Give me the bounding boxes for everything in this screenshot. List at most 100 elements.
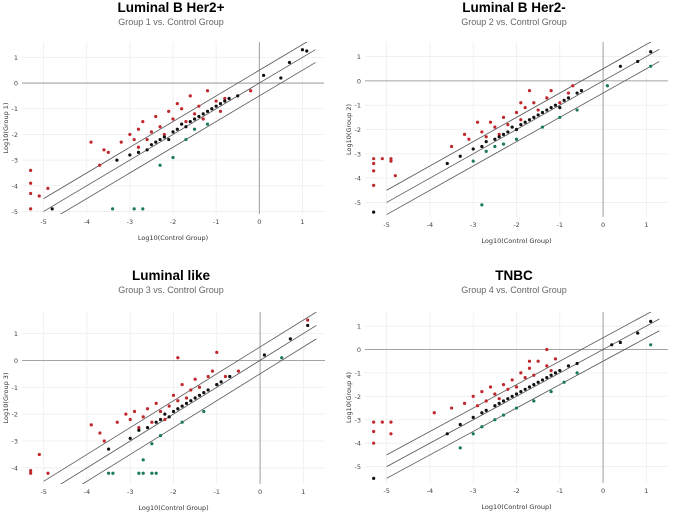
data-point-neutral — [536, 113, 540, 117]
data-point-neutral — [215, 382, 219, 387]
diagonal-line — [43, 42, 308, 199]
data-point-up — [519, 118, 523, 122]
data-point-neutral — [484, 408, 488, 412]
data-point-up — [527, 366, 532, 370]
data-point-up — [171, 393, 176, 397]
x-tick-label: -1 — [557, 487, 563, 495]
data-point-neutral — [532, 115, 536, 119]
data-point-up — [389, 157, 393, 161]
diagonal-line — [386, 61, 660, 215]
data-point-down — [605, 84, 609, 88]
diagonal-line — [81, 338, 317, 484]
data-point-down — [493, 144, 497, 149]
x-tick-label: -2 — [513, 221, 519, 229]
data-point-up — [510, 378, 514, 382]
data-point-neutral — [175, 127, 179, 131]
data-point-down — [480, 203, 484, 207]
data-point-down — [154, 471, 158, 475]
data-point-up — [89, 423, 93, 427]
data-point-down — [501, 142, 506, 146]
data-point-up — [462, 132, 467, 136]
data-point-up — [154, 401, 158, 405]
data-point-up — [223, 374, 228, 379]
data-point-up — [29, 468, 33, 473]
data-point-up — [449, 144, 454, 149]
data-point-neutral — [137, 428, 141, 432]
panel-luminal-b-her2-pos: Luminal B Her2+ Group 1 vs. Control Grou… — [0, 0, 342, 256]
data-point-neutral — [154, 420, 158, 424]
chart-subtitle: Group 2 vs. Control Group — [461, 17, 567, 27]
x-tick-label: -4 — [84, 488, 90, 496]
data-point-up — [501, 115, 506, 119]
data-point-up — [493, 125, 497, 129]
data-point-down — [480, 425, 484, 429]
data-point-down — [575, 108, 579, 112]
data-point-neutral — [163, 412, 167, 416]
data-point-up — [223, 96, 227, 101]
data-point-neutral — [562, 98, 566, 102]
x-tick-label: 1 — [644, 221, 648, 229]
data-point-neutral — [545, 108, 549, 112]
x-tick-label: 0 — [257, 218, 261, 226]
data-point-down — [150, 442, 154, 446]
data-point-neutral — [201, 112, 205, 116]
data-point-up — [197, 104, 201, 108]
y-tick-label: -5 — [12, 208, 18, 216]
chart-subtitle: Group 3 vs. Control Group — [118, 285, 224, 295]
data-point-up — [158, 125, 162, 129]
x-tick-label: -2 — [170, 218, 176, 226]
data-point-neutral — [128, 153, 132, 157]
data-point-up — [201, 117, 205, 121]
data-point-up — [571, 84, 575, 88]
x-tick-label: -4 — [83, 218, 89, 226]
data-point-neutral — [558, 106, 562, 110]
data-point-up — [372, 420, 376, 424]
y-tick-label: -3 — [12, 438, 18, 446]
data-point-down — [549, 390, 553, 394]
data-point-down — [540, 125, 545, 129]
diagonal-line — [386, 330, 660, 479]
data-point-neutral — [189, 399, 193, 403]
data-point-down — [558, 115, 562, 119]
data-point-neutral — [549, 106, 553, 110]
data-point-neutral — [471, 415, 475, 420]
diagonal-line — [43, 312, 317, 482]
x-tick-label: -5 — [383, 221, 389, 229]
data-point-up — [132, 137, 136, 142]
data-point-up — [188, 94, 192, 98]
data-point-neutral — [287, 60, 292, 65]
data-point-up — [549, 89, 553, 93]
y-tick-label: -1 — [355, 102, 361, 110]
data-point-up — [137, 425, 141, 430]
data-point-down — [501, 413, 506, 417]
data-point-neutral — [158, 417, 163, 422]
data-point-up — [519, 371, 523, 375]
y-tick-label: -5 — [355, 199, 361, 207]
data-point-up — [497, 397, 501, 401]
y-axis-label: Log10(Group 4) — [345, 372, 353, 423]
data-point-up — [536, 359, 540, 363]
x-tick-label: 0 — [601, 487, 605, 495]
data-point-down — [180, 420, 184, 424]
data-point-up — [189, 388, 193, 392]
data-point-neutral — [610, 343, 614, 347]
diagonal-line — [60, 325, 317, 484]
y-tick-label: 1 — [14, 54, 18, 62]
x-tick-label: 0 — [258, 488, 262, 496]
data-point-up — [372, 161, 376, 166]
data-point-up — [102, 439, 106, 443]
data-point-up — [193, 377, 197, 381]
data-point-down — [132, 207, 136, 211]
y-tick-label: -2 — [355, 126, 361, 134]
data-point-down — [471, 159, 475, 163]
x-tick-label: 1 — [300, 218, 304, 226]
data-point-neutral — [50, 207, 54, 211]
diagonal-line — [386, 42, 652, 191]
data-point-neutral — [527, 118, 532, 122]
data-point-neutral — [262, 353, 266, 357]
y-axis-label: Log10(Group 3) — [2, 373, 10, 424]
data-point-up — [37, 194, 41, 198]
y-tick-label: -2 — [12, 131, 18, 139]
data-point-up — [462, 401, 467, 405]
data-point-neutral — [372, 476, 376, 480]
